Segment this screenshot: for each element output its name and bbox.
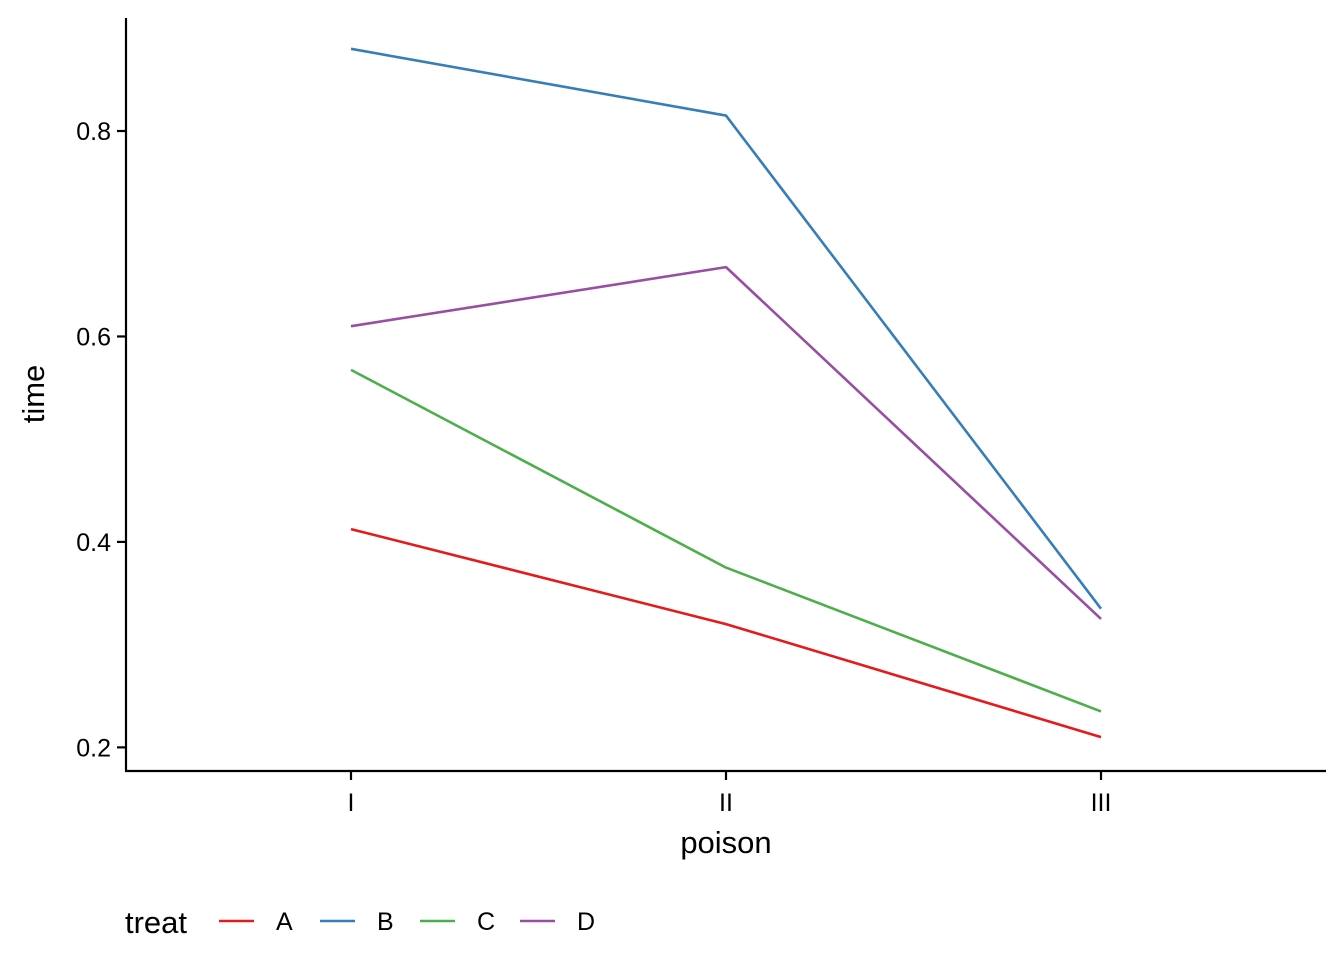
x-axis-title: poison bbox=[680, 825, 771, 860]
x-tick-label: I bbox=[348, 789, 355, 817]
x-tick-label: III bbox=[1091, 789, 1112, 817]
y-tick-label: 0.2 bbox=[76, 734, 111, 762]
y-axis-ticks: 0.2 0.4 0.6 0.8 bbox=[76, 118, 126, 762]
legend-label-B: B bbox=[377, 908, 394, 936]
legend-label-C: C bbox=[477, 908, 495, 936]
series-line-C bbox=[350, 368, 1102, 713]
series-line-A bbox=[350, 527, 1102, 739]
legend-label-A: A bbox=[276, 908, 293, 936]
legend: treat A B C D bbox=[125, 905, 595, 940]
series-line-D bbox=[350, 265, 1102, 620]
series-line-B bbox=[350, 47, 1103, 610]
legend-title: treat bbox=[125, 905, 187, 940]
x-tick-label: II bbox=[719, 789, 733, 817]
y-axis-title: time bbox=[16, 365, 51, 424]
plot-series-group bbox=[350, 47, 1103, 739]
y-tick-label: 0.4 bbox=[76, 529, 111, 557]
y-tick-label: 0.8 bbox=[76, 118, 111, 146]
legend-label-D: D bbox=[577, 908, 595, 936]
y-tick-label: 0.6 bbox=[76, 323, 111, 351]
x-axis-ticks: I II III bbox=[348, 771, 1112, 817]
